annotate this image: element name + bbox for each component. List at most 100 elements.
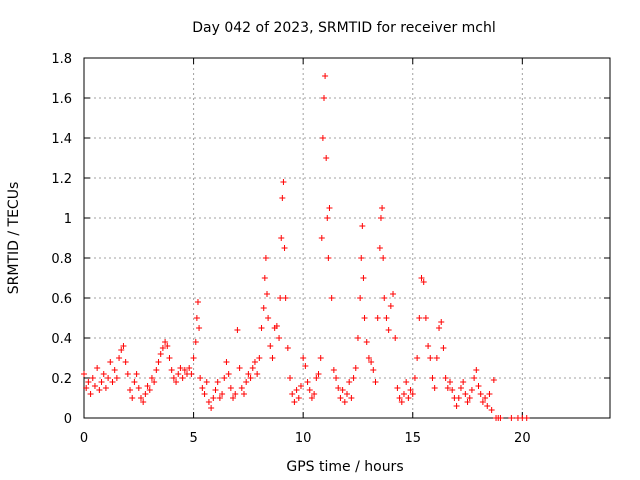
data-point [238, 385, 245, 391]
data-point [279, 195, 286, 201]
data-point [118, 347, 125, 353]
data-point [311, 391, 318, 397]
data-point [214, 379, 221, 385]
data-point [422, 315, 429, 321]
data-point [407, 387, 414, 393]
data-point [264, 291, 271, 297]
data-point [168, 367, 175, 373]
data-point [300, 355, 307, 361]
data-point [278, 235, 285, 241]
data-point [409, 391, 416, 397]
plot-frame [83, 57, 611, 419]
data-point [137, 395, 144, 401]
data-point [370, 367, 377, 373]
data-point [385, 327, 392, 333]
data-point [249, 365, 256, 371]
data-point [210, 395, 217, 401]
data-point [281, 245, 288, 251]
data-point [322, 73, 329, 79]
data-point [368, 359, 375, 365]
data-point [447, 379, 454, 385]
data-point [357, 295, 364, 301]
y-tick-label: 0.6 [51, 292, 72, 307]
data-point [164, 343, 171, 349]
data-point [330, 367, 337, 373]
data-point [179, 375, 186, 381]
data-point [254, 371, 261, 377]
data-point [359, 223, 366, 229]
data-point [96, 387, 103, 393]
data-point [260, 305, 267, 311]
data-point [144, 383, 151, 389]
data-point [293, 387, 300, 393]
data-point [438, 319, 445, 325]
data-point [374, 315, 381, 321]
data-point [177, 365, 184, 371]
axis-ticks: 0 0.2 0.4 0.6 0.8 1 1.2 1.4 1.6 1.8 0 5 10 15 20 [51, 52, 610, 446]
data-point [203, 379, 210, 385]
data-point [199, 385, 206, 391]
data-point [240, 391, 247, 397]
data-point [87, 391, 94, 397]
data-point [396, 395, 403, 401]
data-point [247, 375, 254, 381]
data-point [317, 355, 324, 361]
data-point [287, 375, 294, 381]
data-point [308, 395, 315, 401]
data-point [337, 395, 344, 401]
data-point [188, 371, 195, 377]
data-point [390, 291, 397, 297]
data-point [133, 371, 140, 377]
data-point [376, 245, 383, 251]
data-point [473, 367, 480, 373]
data-point [230, 395, 237, 401]
y-axis-label: SRMTID / TECUs [6, 182, 22, 295]
data-point [436, 325, 443, 331]
data-point [405, 395, 412, 401]
data-point [455, 395, 462, 401]
data-point [318, 235, 325, 241]
data-point [201, 391, 208, 397]
data-point [159, 345, 166, 351]
data-point [208, 405, 215, 411]
data-point [262, 255, 269, 261]
data-point [383, 315, 390, 321]
data-point [335, 385, 342, 391]
data-point [194, 299, 201, 305]
data-point [116, 355, 123, 361]
data-point [360, 275, 367, 281]
data-point [323, 155, 330, 161]
data-point [181, 367, 188, 373]
data-point [449, 387, 456, 393]
data-point [113, 375, 120, 381]
data-point [81, 371, 87, 377]
data-point [221, 375, 228, 381]
data-point [258, 325, 265, 331]
data-point [326, 205, 333, 211]
data-point [482, 395, 489, 401]
data-point [352, 365, 359, 371]
data-point [148, 375, 155, 381]
data-point [377, 215, 384, 221]
data-point [346, 379, 353, 385]
data-point [358, 255, 365, 261]
data-point [381, 295, 388, 301]
y-tick-label: 0.4 [51, 332, 72, 347]
data-point [466, 395, 473, 401]
data-point [100, 371, 107, 377]
x-tick-label: 15 [404, 431, 421, 446]
data-point [339, 387, 346, 393]
data-point [234, 327, 241, 333]
data-points [81, 73, 530, 421]
chart-title: Day 042 of 2023, SRMTID for receiver mch… [192, 20, 496, 36]
y-tick-label: 0 [64, 412, 72, 427]
data-point [403, 379, 410, 385]
data-point [471, 375, 478, 381]
data-point [89, 375, 96, 381]
data-point [431, 385, 438, 391]
data-point [173, 379, 180, 385]
y-tick-label: 1.8 [51, 52, 72, 67]
data-point [457, 385, 464, 391]
x-tick-label: 5 [189, 431, 197, 446]
data-point [429, 375, 436, 381]
